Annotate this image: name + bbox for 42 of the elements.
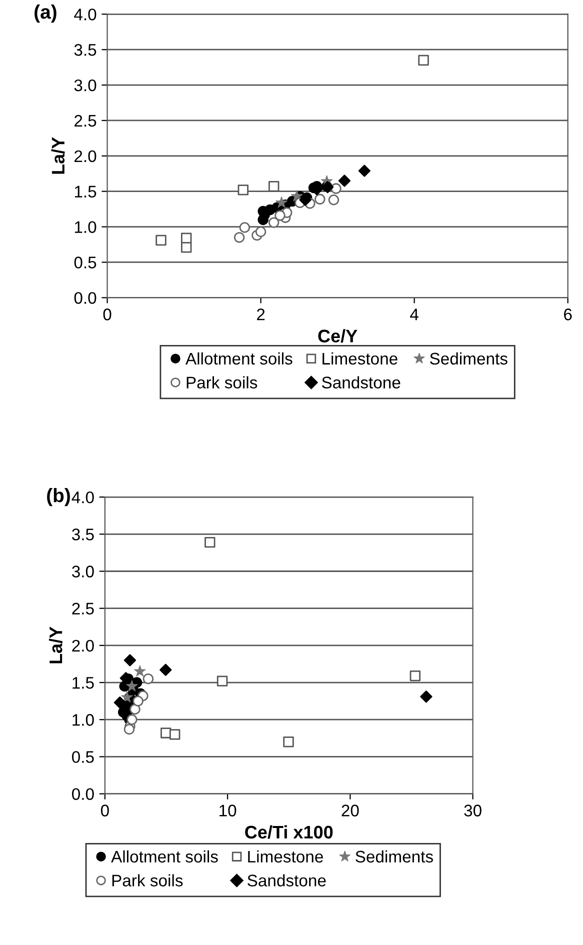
legend-label: Sandstone xyxy=(248,874,326,886)
x-tick-label: 30 xyxy=(464,804,482,816)
legend-label: Sediments xyxy=(356,850,433,863)
y-tick-label: 1.5 xyxy=(72,677,94,689)
y-tick-label: 2.0 xyxy=(72,640,94,652)
x-axis-title: Ce/Ti x100 xyxy=(245,825,333,839)
x-axis-title: Ce/Y xyxy=(318,329,358,343)
y-tick-label: 1.5 xyxy=(74,186,96,198)
legend-label: Sandstone xyxy=(322,376,400,388)
y-axis-title: La/Y xyxy=(48,626,62,664)
y-tick-label: 0.5 xyxy=(74,256,96,268)
y-tick-label: 4.0 xyxy=(74,8,96,20)
x-tick-label: 0 xyxy=(100,804,109,816)
legend-label: Allotment soils xyxy=(111,850,218,863)
y-tick-label: 1.0 xyxy=(74,221,96,234)
y-tick-label: 2.5 xyxy=(72,602,94,615)
x-tick-label: 6 xyxy=(564,308,572,320)
y-tick-label: 2.0 xyxy=(74,150,96,162)
y-tick-label: 3.5 xyxy=(72,528,94,540)
x-tick-label: 2 xyxy=(257,308,265,320)
legend-label: Allotment soils xyxy=(185,352,292,365)
x-tick-label: 20 xyxy=(342,804,359,816)
y-tick-label: 2.5 xyxy=(74,114,96,127)
y-tick-label: 0.0 xyxy=(72,788,94,800)
y-tick-label: 3.0 xyxy=(72,566,94,578)
y-tick-label: 3.5 xyxy=(74,44,96,56)
x-tick-label: 0 xyxy=(103,308,112,320)
legend-label: Park soils xyxy=(112,874,183,886)
y-tick-label: 4.0 xyxy=(72,491,94,504)
legend-label: Limestone xyxy=(248,850,323,863)
y-tick-label: 1.0 xyxy=(72,714,94,726)
y-axis-title: La/Y xyxy=(51,137,65,174)
chart-title: (a) xyxy=(34,4,56,23)
y-tick-label: 0.0 xyxy=(74,292,96,304)
y-tick-label: 3.0 xyxy=(74,79,96,92)
x-tick-label: 4 xyxy=(410,308,418,320)
chart-title: (b) xyxy=(47,488,70,506)
x-tick-label: 10 xyxy=(220,804,236,816)
legend-label: Park soils xyxy=(186,376,258,388)
y-tick-label: 0.5 xyxy=(72,751,94,763)
legend-label: Sediments xyxy=(430,352,508,365)
legend-label: Limestone xyxy=(322,352,398,365)
